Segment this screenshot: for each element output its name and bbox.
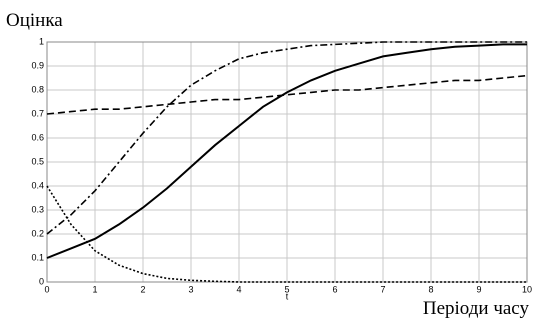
x-tick-label: 3: [188, 284, 193, 294]
x-tick-label: 5: [284, 284, 289, 294]
y-tick-label: 0.8: [31, 84, 44, 94]
plot-frame: [46, 41, 528, 283]
y-tick-label: 0.2: [31, 228, 44, 238]
series-line: [46, 74, 528, 115]
series-line: [46, 43, 527, 259]
x-tick-label: 10: [522, 284, 532, 294]
x-tick-label: 6: [332, 284, 337, 294]
y-tick-label: 0.1: [31, 252, 44, 262]
y-tick-label: 0.3: [31, 204, 44, 214]
x-tick-label: 7: [380, 284, 385, 294]
series-line: [46, 41, 527, 235]
x-tick-label: 9: [476, 284, 481, 294]
x-tick-label: 8: [428, 284, 433, 294]
y-tick-label: 0.5: [31, 156, 44, 166]
series-line: [46, 185, 527, 283]
x-tick-label: 4: [236, 284, 241, 294]
chart-title: Оцінка: [6, 10, 63, 31]
y-tick-label: 1: [39, 36, 44, 46]
x-tick-label: 2: [140, 284, 145, 294]
y-tick-label: 0.9: [31, 60, 44, 70]
y-tick-label: 0.6: [31, 132, 44, 142]
x-tick-label: 0: [44, 284, 49, 294]
x-tick-label: 1: [92, 284, 97, 294]
y-tick-label: 0.4: [31, 180, 44, 190]
y-tick-label: 0: [39, 276, 44, 286]
x-axis-caption: Періоди часу: [423, 298, 530, 319]
x-axis-label: t: [286, 291, 289, 301]
y-tick-label: 0.7: [31, 108, 44, 118]
